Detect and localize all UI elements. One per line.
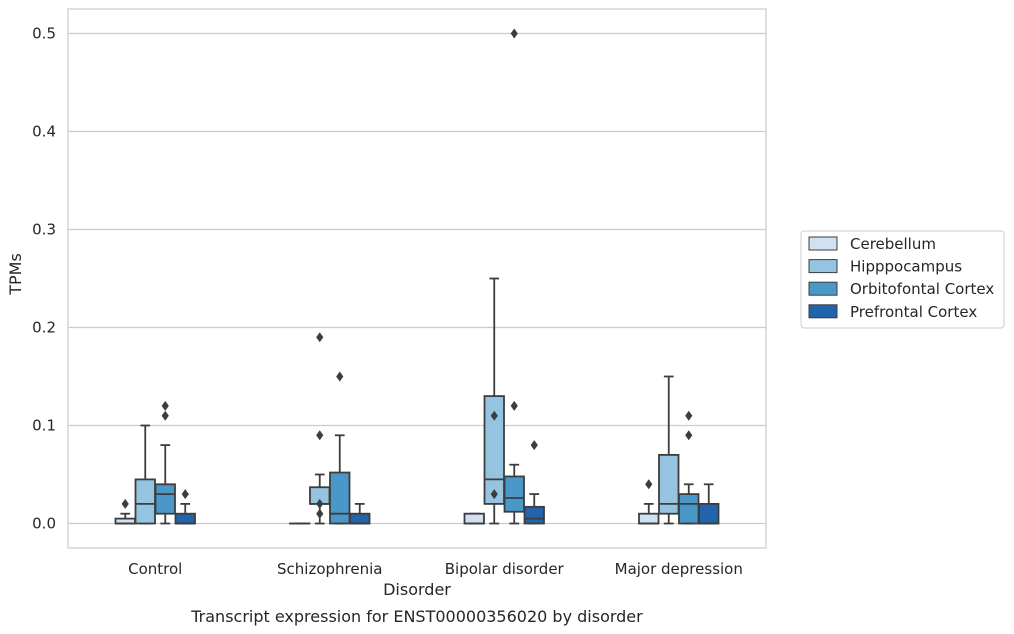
box-plot-hipppocampus	[658, 375, 680, 525]
outlier-marker	[316, 498, 324, 509]
box-plot-orbitofontal-cortex	[329, 371, 351, 525]
gridlines	[68, 32, 766, 525]
x-axis-label: Disorder	[383, 580, 451, 599]
box	[349, 512, 371, 525]
box	[154, 483, 176, 515]
outlier-marker	[336, 371, 344, 382]
box	[483, 395, 505, 505]
outlier-marker	[161, 410, 169, 421]
box	[463, 512, 485, 525]
box-plot-hipppocampus	[309, 332, 331, 525]
box-plot-orbitofontal-cortex	[154, 400, 176, 525]
outlier-marker	[490, 489, 498, 500]
box	[638, 512, 660, 525]
x-tick-label: Control	[128, 560, 182, 578]
outlier-marker	[510, 28, 518, 39]
y-tick-label: 0.0	[32, 515, 56, 533]
box-plot-prefrontal-cortex	[174, 489, 196, 525]
outlier-marker	[316, 430, 324, 441]
x-tick-label: Bipolar disorder	[445, 560, 565, 578]
figure-caption: Transcript expression for ENST0000035602…	[190, 607, 643, 626]
box	[658, 453, 680, 515]
box	[134, 478, 156, 525]
box-plot-prefrontal-cortex	[698, 483, 720, 525]
outlier-marker	[530, 440, 538, 451]
box	[329, 471, 351, 525]
y-tick-label: 0.2	[32, 319, 56, 337]
outlier-marker	[161, 400, 169, 411]
legend-swatch	[808, 281, 838, 296]
legend-label: Orbitofontal Cortex	[850, 280, 994, 298]
legend-label: Prefrontal Cortex	[850, 303, 977, 321]
legend-swatch	[808, 259, 838, 274]
box	[503, 475, 525, 513]
plot-area-frame	[67, 8, 767, 549]
box-plot-prefrontal-cortex	[523, 440, 545, 525]
outlier-marker	[316, 332, 324, 343]
legend-swatch	[808, 304, 838, 319]
y-tick-label: 0.4	[32, 123, 56, 141]
outlier-marker	[685, 430, 693, 441]
x-axis-ticks: Control Schizophrenia Bipolar disorder Majo…	[128, 560, 743, 578]
box-plot-orbitofontal-cortex	[503, 28, 525, 525]
box-plot-hipppocampus	[134, 424, 156, 525]
legend-items: Cerebellum Hipppocampus Orbitofontal Corte…	[808, 235, 994, 321]
box	[678, 493, 700, 525]
box-plot-hipppocampus	[483, 277, 505, 525]
box	[698, 502, 720, 525]
legend-swatch	[808, 236, 838, 251]
y-tick-label: 0.1	[32, 417, 56, 435]
outlier-marker	[490, 410, 498, 421]
outlier-marker	[181, 489, 189, 500]
box-elements	[114, 28, 720, 525]
outlier-marker	[316, 508, 324, 519]
box	[174, 512, 196, 525]
box-plot-prefrontal-cortex	[349, 502, 371, 525]
box-plot-orbitofontal-cortex	[678, 410, 700, 525]
box-plot-cerebellum	[114, 498, 136, 525]
y-axis-label: TPMs	[6, 253, 25, 296]
outlier-marker	[510, 400, 518, 411]
box	[523, 505, 545, 525]
legend: Cerebellum Hipppocampus Orbitofontal Corte…	[800, 230, 1005, 329]
x-tick-label: Schizophrenia	[277, 560, 382, 578]
outlier-marker	[121, 498, 129, 509]
y-tick-label: 0.5	[32, 25, 56, 43]
outlier-marker	[685, 410, 693, 421]
legend-frame	[800, 230, 1005, 329]
y-axis-ticks: 0.0 0.1 0.2 0.3 0.4 0.5	[32, 25, 56, 533]
legend-label: Cerebellum	[850, 235, 936, 253]
box-plot-cerebellum	[638, 479, 660, 525]
x-tick-label: Major depression	[615, 560, 743, 578]
y-tick-label: 0.3	[32, 221, 56, 239]
outlier-marker	[645, 479, 653, 490]
box-plot-cerebellum	[463, 512, 485, 525]
legend-label: Hipppocampus	[850, 258, 962, 276]
